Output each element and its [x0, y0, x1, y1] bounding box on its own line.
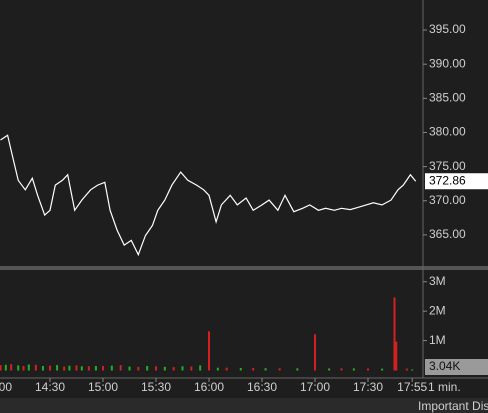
volume-bar	[328, 368, 331, 371]
volume-bar	[17, 365, 20, 371]
x-tick-label: 14:00	[0, 380, 12, 394]
interval-label: 1 min.	[428, 380, 461, 394]
y-tick-label: 400.00	[429, 0, 466, 2]
volume-bar	[199, 365, 202, 371]
volume-bar	[239, 368, 242, 371]
volume-bar	[352, 368, 355, 371]
x-tick-label: 16:00	[194, 380, 224, 394]
volume-bar	[411, 369, 414, 371]
volume-bar	[56, 365, 59, 371]
volume-bar	[381, 368, 384, 371]
volume-bar	[405, 368, 408, 371]
volume-bar	[10, 364, 13, 371]
y-tick-label: 395.00	[429, 22, 466, 36]
x-tick-label: 14:30	[35, 380, 65, 394]
volume-bar	[172, 367, 175, 371]
volume-bar	[75, 365, 78, 371]
volume-bar	[278, 368, 281, 371]
volume-bar	[146, 365, 149, 371]
x-tick-label: 17:55	[397, 380, 427, 394]
last-price-label: 372.86	[429, 173, 466, 187]
volume-bar	[395, 341, 398, 371]
volume-bar	[102, 365, 104, 371]
price-line	[0, 134, 417, 257]
y-tick-label: 385.00	[429, 91, 466, 105]
volume-bar	[225, 367, 228, 371]
y-tick-label: 365.00	[429, 227, 466, 241]
x-tick-label: 15:30	[141, 380, 171, 394]
volume-bar	[110, 365, 113, 371]
y-tick-label: 380.00	[429, 125, 466, 139]
y-tick-label: 390.00	[429, 56, 466, 70]
volume-bar	[216, 367, 219, 371]
volume-bar	[181, 366, 184, 371]
volume-bar	[94, 365, 97, 371]
y-tick-label: 1M	[429, 333, 446, 347]
y-tick-label: 2M	[429, 303, 446, 317]
x-tick-label: 16:30	[247, 380, 277, 394]
volume-bar	[190, 366, 193, 371]
volume-bar	[296, 368, 299, 371]
y-tick-label: 3M	[429, 274, 446, 288]
volume-bar	[80, 366, 83, 371]
y-tick-label: 375.00	[429, 159, 466, 173]
last-price-box	[425, 173, 488, 190]
last-volume-label: 3.04K	[429, 359, 460, 373]
volume-bar	[252, 368, 255, 371]
volume-bar	[49, 365, 51, 371]
volume-bar	[367, 368, 369, 371]
volume-bar	[128, 366, 131, 371]
notice-link[interactable]: Important Disclosures	[418, 399, 488, 413]
volume-bar	[34, 364, 37, 371]
volume-bar	[41, 365, 44, 371]
volume-bar	[163, 366, 166, 371]
x-tick-label: 17:30	[353, 380, 383, 394]
volume-bar	[63, 366, 66, 371]
y-tick-label: 370.00	[429, 193, 466, 207]
volume-bar	[137, 366, 140, 371]
volume-bar	[4, 364, 7, 371]
volume-bar	[22, 365, 25, 371]
volume-bar	[208, 331, 210, 371]
volume-bar	[393, 297, 396, 371]
volume-bar	[155, 366, 157, 371]
volume-bar	[68, 365, 71, 371]
last-volume-box	[425, 359, 488, 375]
volume-bar	[27, 364, 30, 371]
panel-separator	[0, 266, 488, 270]
volume-bar	[340, 368, 343, 371]
volume-bar	[264, 368, 267, 371]
x-tick-label: 15:00	[88, 380, 118, 394]
volume-bar	[314, 334, 316, 371]
volume-bar	[87, 366, 90, 371]
volume-bar	[0, 365, 2, 371]
volume-bar	[119, 365, 122, 371]
footer-bar	[0, 398, 488, 413]
x-tick-label: 17:00	[300, 380, 330, 394]
